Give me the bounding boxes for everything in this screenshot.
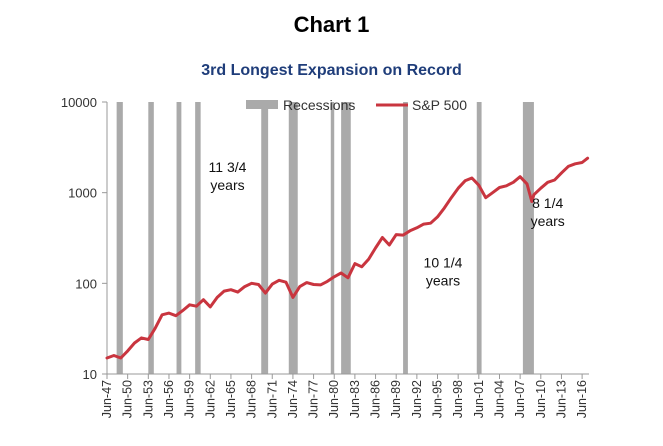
x-tick-label: Jun-65 (224, 380, 238, 418)
chart-subtitle: 3rd Longest Expansion on Record (201, 62, 462, 79)
x-tick-label: Jun-83 (348, 380, 362, 418)
legend-label-sp500: S&P 500 (412, 97, 467, 113)
x-tick-label: Jun-74 (286, 380, 300, 418)
recession-bar (195, 102, 201, 374)
recession-bar (341, 102, 351, 374)
x-tick-label: Jun-10 (534, 380, 548, 418)
recession-bars (116, 102, 534, 374)
x-tick-label: Jun-62 (203, 380, 217, 418)
y-tick-label: 10 (83, 367, 97, 382)
annotation-label: 8 1/4 (532, 195, 563, 211)
series-lines (105, 156, 590, 360)
y-axis: 10 100 1000 10000 (61, 95, 108, 382)
series-line-sp500 (105, 156, 590, 360)
annotation-label: years (426, 272, 460, 288)
x-tick-label: Jun-59 (183, 380, 197, 418)
x-tick-label: Jun-56 (162, 380, 176, 418)
recession-bar (522, 102, 534, 374)
recession-bar (330, 102, 335, 374)
x-tick-label: Jun-04 (492, 380, 506, 418)
x-tick-label: Jun-89 (389, 380, 403, 418)
legend-swatch-recessions (246, 100, 278, 109)
y-tick-label: 1000 (68, 186, 97, 201)
recession-bar (288, 102, 298, 374)
recession-bar (176, 102, 182, 374)
x-tick-label: Jun-77 (307, 380, 321, 418)
x-tick-label: Jun-71 (265, 380, 279, 418)
annotation-label: 11 3/4 (209, 159, 247, 175)
annotation-label: 10 1/4 (424, 254, 463, 270)
annotation-label: years (531, 213, 565, 229)
x-tick-label: Jun-50 (121, 380, 135, 418)
x-tick-label: Jun-86 (369, 380, 383, 418)
x-tick-label: Jun-68 (245, 380, 259, 418)
x-tick-label: Jun-53 (141, 380, 155, 418)
x-tick-label: Jun-92 (410, 380, 424, 418)
x-tick-label: Jun-01 (472, 380, 486, 418)
x-tick-label: Jun-16 (575, 380, 589, 418)
x-axis: Jun-47 Jun-50 Jun-53 Jun-56 Jun-59 Jun-62 Jun-… (100, 373, 589, 418)
recession-bar (116, 102, 123, 374)
x-tick-label: Jun-13 (554, 380, 568, 418)
legend: Recessions S&P 500 (246, 97, 467, 113)
x-tick-label: Jun-80 (327, 380, 341, 418)
x-tick-label: Jun-47 (100, 380, 114, 418)
x-tick-label: Jun-07 (513, 380, 527, 418)
recession-bar (476, 102, 482, 374)
y-tick-label: 10000 (61, 95, 97, 110)
recession-bar (148, 102, 154, 374)
recession-bar (403, 102, 408, 374)
y-tick-label: 100 (75, 276, 97, 291)
annotations: 11 3/4 years 10 1/4 years 8 1/4 years (209, 159, 565, 289)
x-tick-label: Jun-95 (431, 380, 445, 418)
chart-title: Chart 1 (293, 12, 370, 37)
legend-label-recessions: Recessions (283, 97, 355, 113)
recession-bar (261, 102, 269, 374)
x-tick-label: Jun-98 (451, 380, 465, 418)
annotation-label: years (210, 177, 244, 193)
